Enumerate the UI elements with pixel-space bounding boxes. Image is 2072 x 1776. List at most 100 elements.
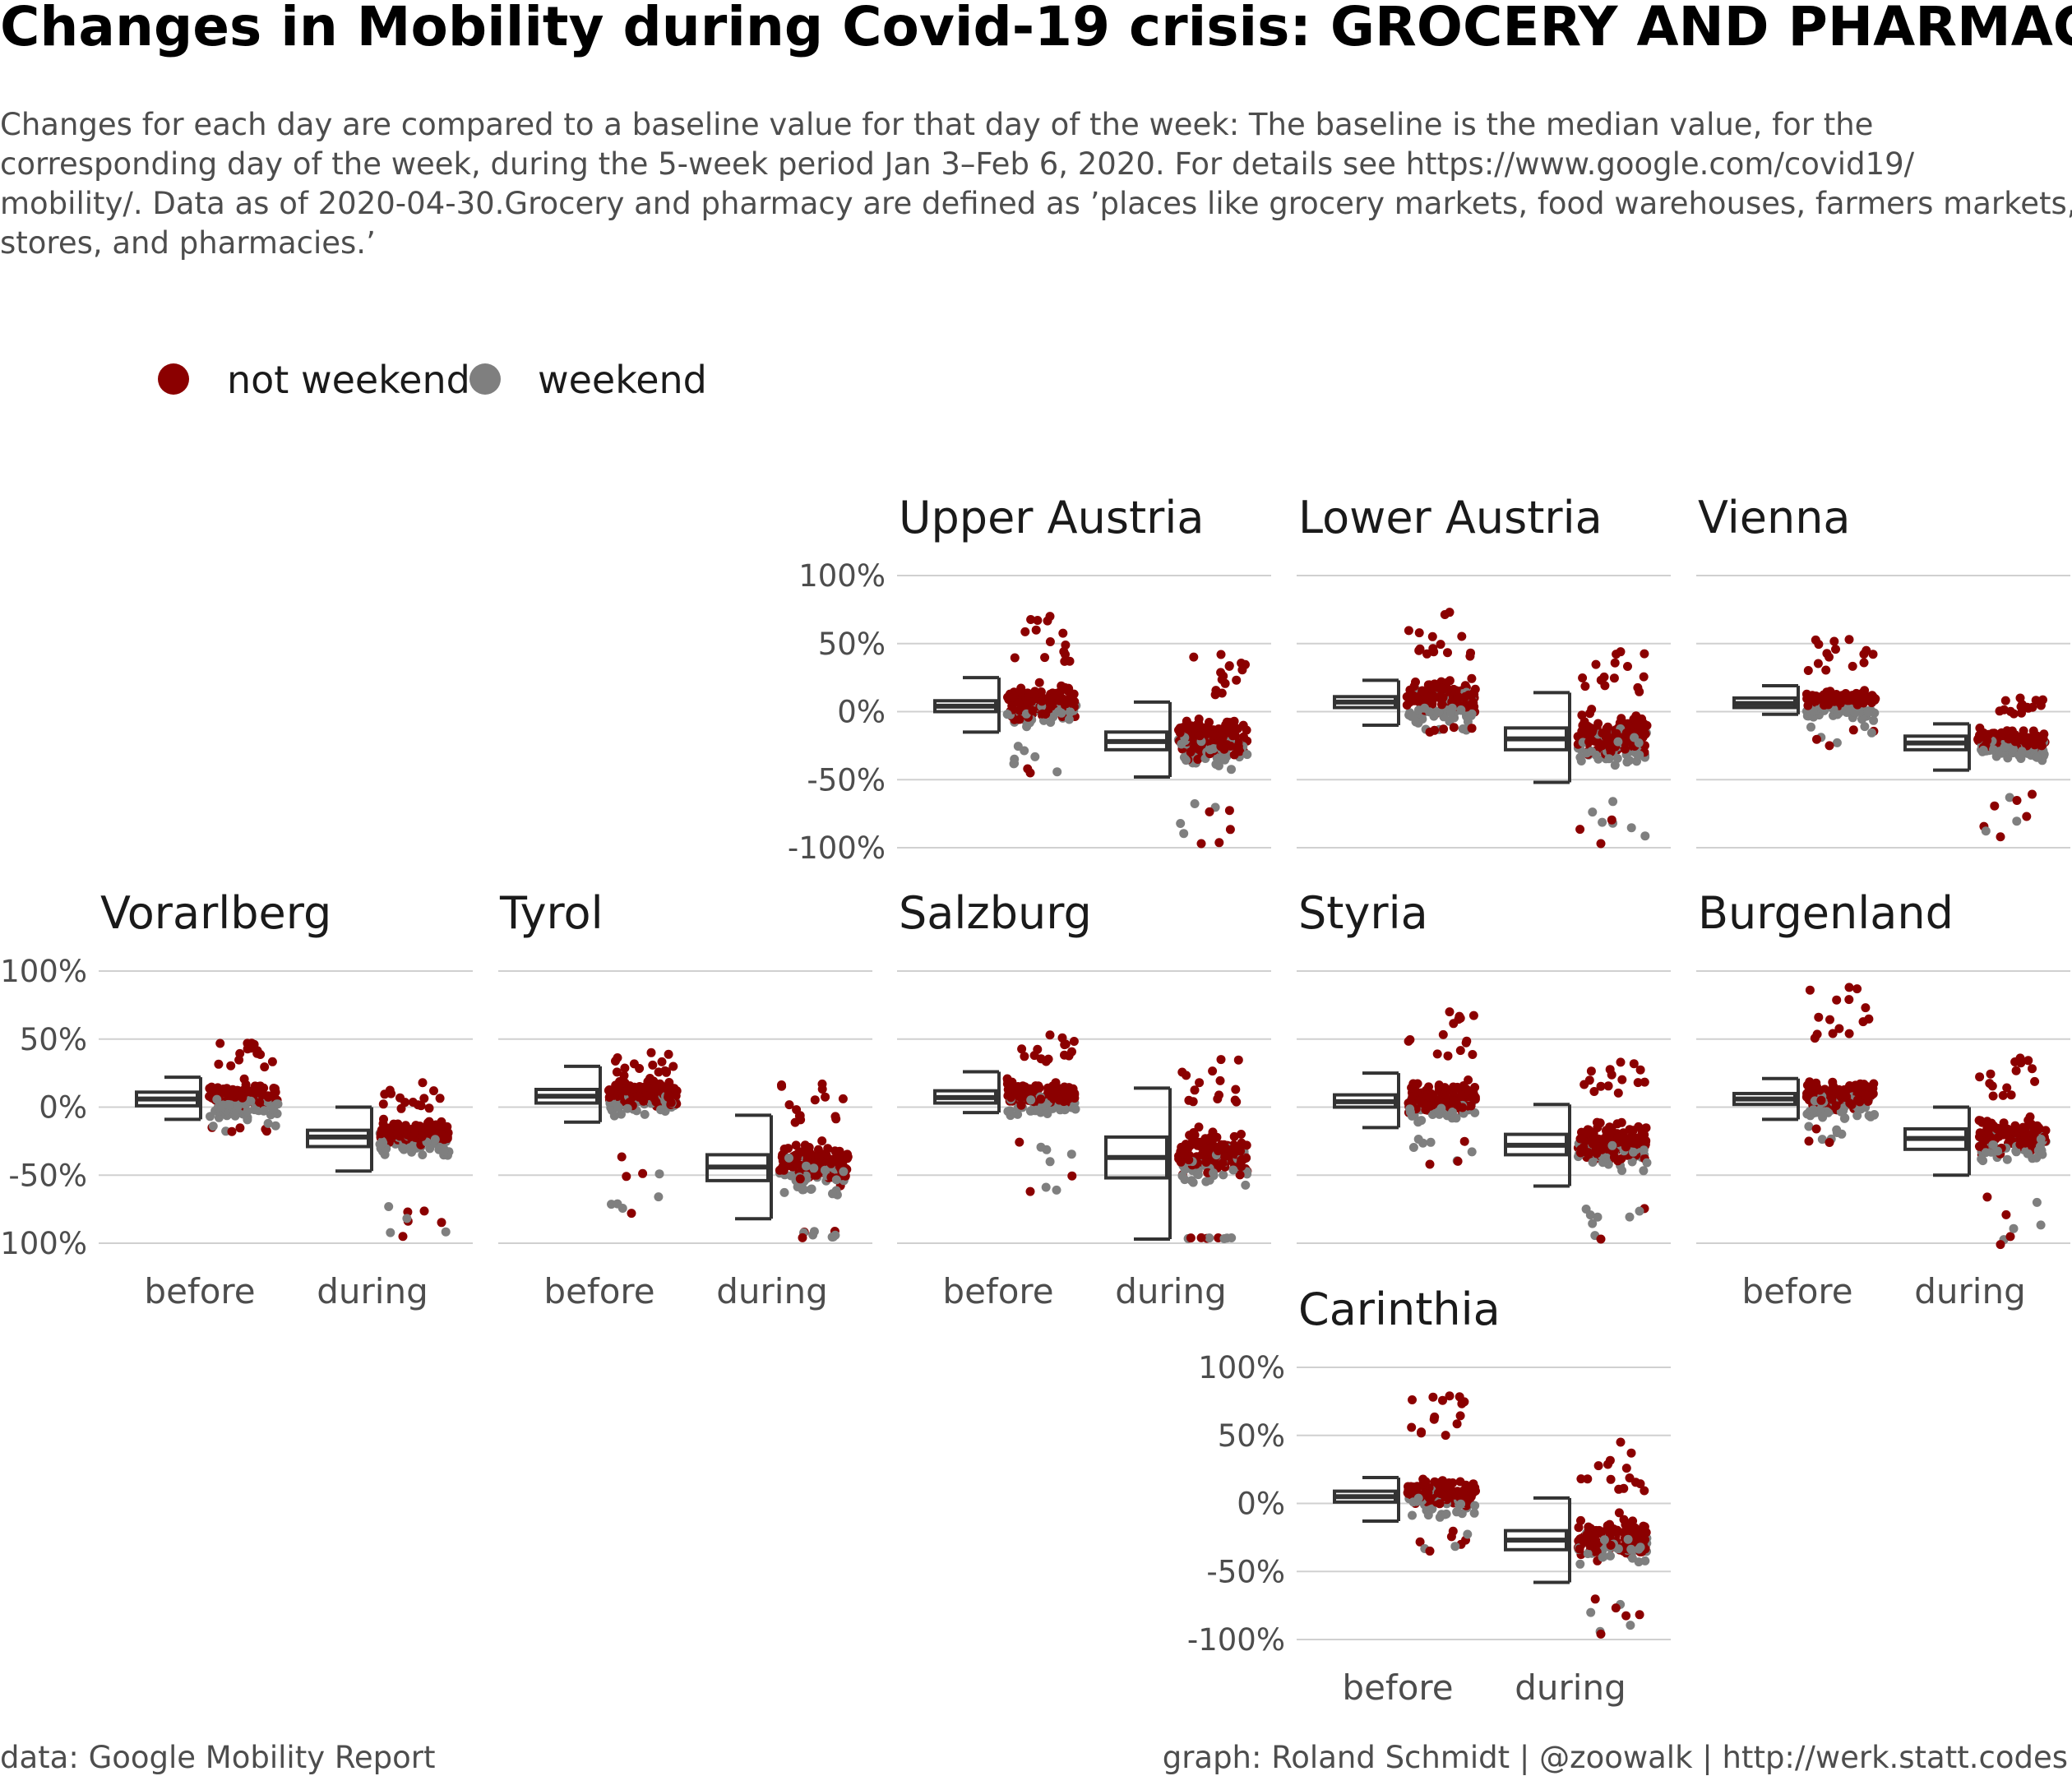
data-point <box>1467 724 1477 733</box>
data-point <box>1046 718 1056 727</box>
data-point <box>1585 723 1595 733</box>
data-point <box>1975 1072 1985 1082</box>
data-point <box>1621 1611 1631 1621</box>
data-point <box>1051 1078 1061 1088</box>
data-point <box>1852 700 1862 710</box>
data-point <box>1834 1024 1844 1034</box>
data-point <box>1580 682 1590 691</box>
data-point <box>1605 1527 1615 1537</box>
data-point <box>1591 659 1601 669</box>
data-point <box>646 1048 656 1057</box>
data-point <box>1616 1154 1626 1163</box>
data-point <box>779 1187 789 1197</box>
data-point <box>424 1117 434 1126</box>
data-point <box>1429 647 1439 657</box>
data-point <box>1640 1556 1650 1566</box>
data-point <box>1175 728 1185 738</box>
data-point <box>1208 1066 1218 1076</box>
data-point <box>384 1202 394 1211</box>
data-point <box>252 1087 261 1097</box>
data-point <box>2005 793 2014 802</box>
data-point <box>1627 1553 1637 1563</box>
data-point <box>671 1091 681 1101</box>
x-tick-label-during: during <box>716 1271 828 1311</box>
data-point <box>417 1131 427 1141</box>
data-point <box>1801 1092 1811 1102</box>
data-point <box>1413 1493 1423 1503</box>
data-point <box>1034 1081 1043 1091</box>
data-point <box>1209 1168 1219 1177</box>
data-point <box>2028 1064 2037 1074</box>
data-point <box>1404 626 1413 636</box>
data-point <box>269 1104 278 1114</box>
data-point <box>235 1123 245 1133</box>
data-point <box>1432 1049 1442 1059</box>
data-point <box>1803 666 1813 675</box>
data-point <box>2023 1056 2033 1066</box>
data-point <box>1614 1508 1624 1518</box>
data-point <box>1593 1461 1603 1471</box>
data-point <box>1596 839 1606 849</box>
data-point <box>1029 689 1038 699</box>
facet-panel: Styria <box>1297 887 1671 1244</box>
data-point <box>786 1171 796 1181</box>
data-point <box>2002 726 2012 736</box>
data-point <box>629 1059 639 1069</box>
data-point <box>1028 705 1038 715</box>
data-point <box>1598 817 1607 827</box>
data-point <box>790 1117 800 1127</box>
data-point <box>1627 1157 1637 1167</box>
data-point <box>430 1135 440 1145</box>
data-point <box>1981 1148 1991 1158</box>
data-point <box>1237 1162 1246 1172</box>
facet-panel: Upper Austria 100% 50% 0% -50% -100% <box>788 492 1271 866</box>
data-point <box>1817 1135 1827 1145</box>
data-point <box>1013 1109 1023 1119</box>
data-point <box>1814 640 1824 650</box>
data-point <box>1413 1135 1423 1144</box>
data-point <box>435 1094 445 1103</box>
data-point <box>821 1092 830 1102</box>
data-point <box>1194 1122 1204 1132</box>
data-point <box>1220 678 1230 688</box>
data-point <box>1832 995 1842 1005</box>
data-point <box>1616 1057 1626 1067</box>
data-point <box>1020 1052 1029 1061</box>
data-point <box>619 1071 629 1080</box>
data-point <box>1625 1212 1635 1222</box>
data-point <box>779 1165 789 1175</box>
data-point <box>651 1097 661 1107</box>
data-point <box>620 1063 630 1073</box>
y-tick-label: -100% <box>788 830 886 866</box>
data-point <box>1635 1206 1644 1216</box>
data-point <box>429 1086 438 1096</box>
data-point <box>1067 1047 1076 1057</box>
data-point <box>2000 696 2010 705</box>
data-point <box>1177 1171 1187 1181</box>
data-point <box>2036 1220 2046 1230</box>
data-point <box>1052 1185 1061 1195</box>
data-point <box>1596 1081 1606 1091</box>
data-point <box>839 1167 849 1177</box>
data-point <box>1982 1192 1992 1202</box>
data-point <box>1831 645 1840 654</box>
data-point <box>1613 737 1623 747</box>
data-point <box>1064 715 1074 724</box>
data-point <box>654 1169 664 1179</box>
data-point <box>2038 733 2048 743</box>
data-point <box>1195 731 1205 741</box>
data-point <box>1438 1029 1448 1039</box>
data-point <box>2028 789 2037 799</box>
data-point <box>1585 730 1595 740</box>
data-point <box>1405 1104 1415 1114</box>
data-point <box>246 1096 256 1106</box>
data-point <box>2009 744 2019 754</box>
facet-panel: Lower Austria <box>1297 492 1671 849</box>
data-point <box>2025 1112 2035 1122</box>
data-point <box>398 1143 408 1153</box>
data-point <box>1623 1534 1633 1544</box>
data-point <box>1031 625 1041 635</box>
data-point <box>1469 1508 1479 1518</box>
data-point <box>1067 1086 1077 1096</box>
data-point <box>1617 1075 1627 1085</box>
